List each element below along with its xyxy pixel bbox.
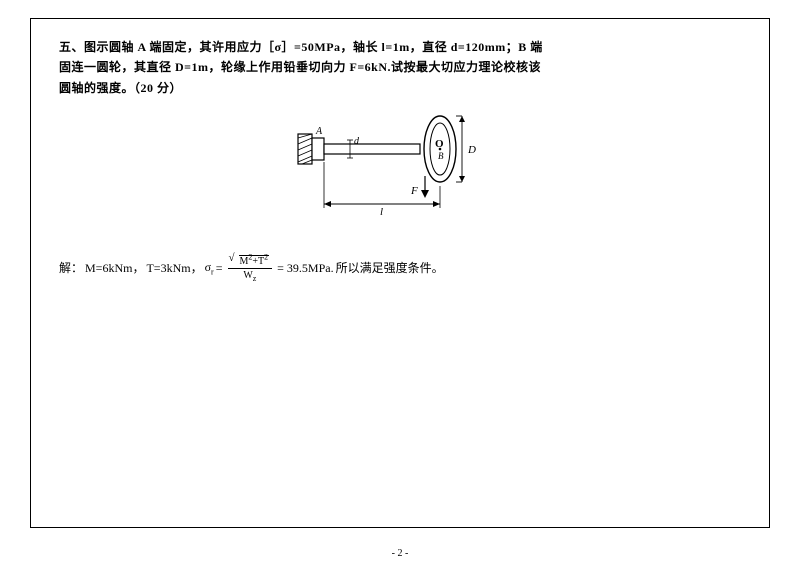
num-t: +T (252, 256, 264, 267)
fixed-wall (298, 134, 312, 164)
fraction: M2+T2 Wz (228, 253, 273, 283)
label-a: A (315, 126, 323, 137)
shaft (324, 144, 420, 154)
arrow-l-left (324, 201, 331, 207)
fraction-num: M2+T2 (228, 253, 273, 268)
solution-line: 解： M=6kNm， T=3kNm， σr = M2+T2 Wz = 39.5M… (59, 253, 741, 283)
question-line-2: 固连一圆轮，其直径 D=1m，轮缘上作用铅垂切向力 F=6kN.试按最大切应力理… (59, 60, 541, 74)
question-line-3: 圆轴的强度。（20 分） (59, 81, 182, 95)
diagram-container: d A O B D F (59, 104, 741, 227)
shaft-wheel-diagram: d A O B D F (280, 104, 520, 222)
equals-2: = 39.5MPa. (277, 259, 333, 278)
solution-sigma: σr (205, 258, 214, 279)
force-f-arrow (421, 190, 429, 198)
radical-content: M2+T2 (239, 255, 270, 267)
radical: M2+T2 (231, 253, 270, 266)
label-big-d: D (467, 144, 476, 156)
content-frame: 五、图示圆轴 A 端固定，其许用应力［σ］=50MPa，轴长 l=1m，直径 d… (30, 18, 770, 528)
sigma-sub: r (211, 267, 214, 276)
page: 五、图示圆轴 A 端固定，其许用应力［σ］=50MPa，轴长 l=1m，直径 d… (0, 0, 800, 565)
solution-prefix: 解： (59, 259, 83, 278)
solution-tail: 所以满足强度条件。 (336, 259, 444, 278)
label-f: F (410, 185, 418, 197)
arrow-l-right (433, 201, 440, 207)
den-wz: z (253, 274, 257, 283)
center-dot (439, 148, 442, 151)
arrow-d-bot (459, 176, 465, 182)
question-line-1: 五、图示圆轴 A 端固定，其许用应力［σ］=50MPa，轴长 l=1m，直径 d… (59, 40, 543, 54)
fraction-den: Wz (243, 269, 256, 284)
solution-m: M=6kNm， (85, 259, 144, 278)
question-text: 五、图示圆轴 A 端固定，其许用应力［σ］=50MPa，轴长 l=1m，直径 d… (59, 37, 741, 98)
equals-1: = (216, 259, 223, 278)
den-w: W (243, 270, 252, 281)
label-l: l (380, 206, 383, 218)
page-number: - 2 - (0, 548, 800, 559)
arrow-d-top (459, 116, 465, 122)
solution-t: T=3kNm， (146, 259, 202, 278)
label-b: B (438, 151, 444, 161)
flange-a (312, 138, 324, 160)
